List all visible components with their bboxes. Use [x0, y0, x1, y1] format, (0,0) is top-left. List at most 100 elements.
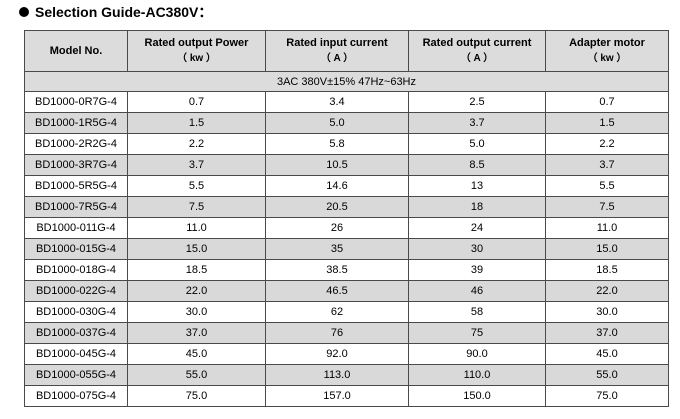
cell-input-current: 10.5 [265, 154, 409, 176]
table-header-row: Model No. Rated output Power （ kw ） Rate… [24, 30, 669, 72]
table-row: BD1000-2R2G-4 2.2 5.8 5.0 2.2 [24, 133, 669, 155]
bullet-icon [19, 7, 29, 17]
cell-input-current: 20.5 [265, 196, 409, 218]
cell-model: BD1000-018G-4 [24, 259, 128, 281]
table-row: BD1000-1R5G-4 1.5 5.0 3.7 1.5 [24, 112, 669, 134]
cell-output-current: 46 [408, 280, 546, 302]
cell-output-current: 2.5 [408, 91, 546, 113]
table-row: BD1000-045G-4 45.0 92.0 90.0 45.0 [24, 343, 669, 365]
cell-output-current: 90.0 [408, 343, 546, 365]
cell-model: BD1000-3R7G-4 [24, 154, 128, 176]
cell-adapter-motor: 0.7 [545, 91, 669, 113]
supply-row: 3AC 380V±15% 47Hz~63Hz [24, 71, 669, 92]
section-title: Selection Guide-AC380V： [35, 4, 213, 20]
cell-input-current: 35 [265, 238, 409, 260]
table-row: BD1000-030G-4 30.0 62 58 30.0 [24, 301, 669, 323]
cell-input-current: 5.0 [265, 112, 409, 134]
cell-model: BD1000-015G-4 [24, 238, 128, 260]
cell-output-current: 24 [408, 217, 546, 239]
cell-output-power: 55.0 [127, 364, 266, 386]
cell-model: BD1000-045G-4 [24, 343, 128, 365]
cell-adapter-motor: 11.0 [545, 217, 669, 239]
cell-input-current: 38.5 [265, 259, 409, 281]
cell-adapter-motor: 18.5 [545, 259, 669, 281]
cell-model: BD1000-0R7G-4 [24, 91, 128, 113]
cell-output-power: 45.0 [127, 343, 266, 365]
cell-output-power: 11.0 [127, 217, 266, 239]
cell-adapter-motor: 22.0 [545, 280, 669, 302]
cell-model: BD1000-055G-4 [24, 364, 128, 386]
table-row: BD1000-011G-4 11.0 26 24 11.0 [24, 217, 669, 239]
section-heading: Selection Guide-AC380V： [19, 2, 212, 22]
table-row: BD1000-7R5G-4 7.5 20.5 18 7.5 [24, 196, 669, 218]
table-row: BD1000-075G-4 75.0 157.0 150.0 75.0 [24, 385, 669, 407]
cell-model: BD1000-075G-4 [24, 385, 128, 407]
cell-model: BD1000-022G-4 [24, 280, 128, 302]
cell-model: BD1000-2R2G-4 [24, 133, 128, 155]
cell-adapter-motor: 3.7 [545, 154, 669, 176]
cell-output-current: 13 [408, 175, 546, 197]
cell-adapter-motor: 37.0 [545, 322, 669, 344]
cell-input-current: 46.5 [265, 280, 409, 302]
table-row: BD1000-022G-4 22.0 46.5 46 22.0 [24, 280, 669, 302]
cell-output-power: 22.0 [127, 280, 266, 302]
cell-input-current: 3.4 [265, 91, 409, 113]
header-motor-unit: （ kw ） [587, 53, 627, 64]
cell-output-current: 110.0 [408, 364, 546, 386]
header-output-current-label: Rated output current [422, 37, 532, 49]
selection-guide-table: Model No. Rated output Power （ kw ） Rate… [24, 30, 669, 407]
table-row: BD1000-015G-4 15.0 35 30 15.0 [24, 238, 669, 260]
header-motor-label: Adapter motor [569, 37, 645, 49]
table-row: BD1000-018G-4 18.5 38.5 39 18.5 [24, 259, 669, 281]
header-rated-output-current: Rated output current （ A ） [408, 30, 546, 72]
cell-output-current: 75 [408, 322, 546, 344]
cell-input-current: 14.6 [265, 175, 409, 197]
cell-model: BD1000-1R5G-4 [24, 112, 128, 134]
table-row: BD1000-0R7G-4 0.7 3.4 2.5 0.7 [24, 91, 669, 113]
cell-adapter-motor: 15.0 [545, 238, 669, 260]
header-rated-output-power: Rated output Power （ kw ） [127, 30, 266, 72]
table-row: BD1000-037G-4 37.0 76 75 37.0 [24, 322, 669, 344]
header-model-no: Model No. [24, 30, 128, 72]
cell-model: BD1000-030G-4 [24, 301, 128, 323]
cell-output-current: 150.0 [408, 385, 546, 407]
cell-output-current: 30 [408, 238, 546, 260]
cell-adapter-motor: 55.0 [545, 364, 669, 386]
cell-model: BD1000-5R5G-4 [24, 175, 128, 197]
cell-output-power: 7.5 [127, 196, 266, 218]
cell-adapter-motor: 75.0 [545, 385, 669, 407]
cell-output-current: 39 [408, 259, 546, 281]
cell-output-power: 3.7 [127, 154, 266, 176]
cell-output-current: 8.5 [408, 154, 546, 176]
header-power-unit: （ kw ） [177, 53, 216, 64]
cell-input-current: 113.0 [265, 364, 409, 386]
cell-input-current: 5.8 [265, 133, 409, 155]
cell-adapter-motor: 1.5 [545, 112, 669, 134]
cell-adapter-motor: 5.5 [545, 175, 669, 197]
cell-output-power: 5.5 [127, 175, 266, 197]
cell-output-power: 15.0 [127, 238, 266, 260]
cell-input-current: 62 [265, 301, 409, 323]
cell-output-current: 3.7 [408, 112, 546, 134]
cell-output-current: 58 [408, 301, 546, 323]
cell-output-power: 2.2 [127, 133, 266, 155]
header-adapter-motor: Adapter motor （ kw ） [545, 30, 669, 72]
cell-input-current: 26 [265, 217, 409, 239]
cell-model: BD1000-7R5G-4 [24, 196, 128, 218]
supply-spec: 3AC 380V±15% 47Hz~63Hz [24, 71, 669, 92]
cell-output-power: 75.0 [127, 385, 266, 407]
cell-model: BD1000-037G-4 [24, 322, 128, 344]
cell-model: BD1000-011G-4 [24, 217, 128, 239]
header-output-current-unit: （ A ） [460, 53, 494, 64]
header-input-unit: （ A ） [320, 53, 354, 64]
cell-output-power: 30.0 [127, 301, 266, 323]
cell-input-current: 76 [265, 322, 409, 344]
table-row: BD1000-055G-4 55.0 113.0 110.0 55.0 [24, 364, 669, 386]
header-rated-input-current: Rated input current （ A ） [265, 30, 409, 72]
cell-adapter-motor: 2.2 [545, 133, 669, 155]
header-input-label: Rated input current [286, 37, 388, 49]
cell-adapter-motor: 45.0 [545, 343, 669, 365]
header-power-label: Rated output Power [144, 37, 249, 49]
cell-output-power: 37.0 [127, 322, 266, 344]
header-model-label: Model No. [49, 45, 103, 57]
